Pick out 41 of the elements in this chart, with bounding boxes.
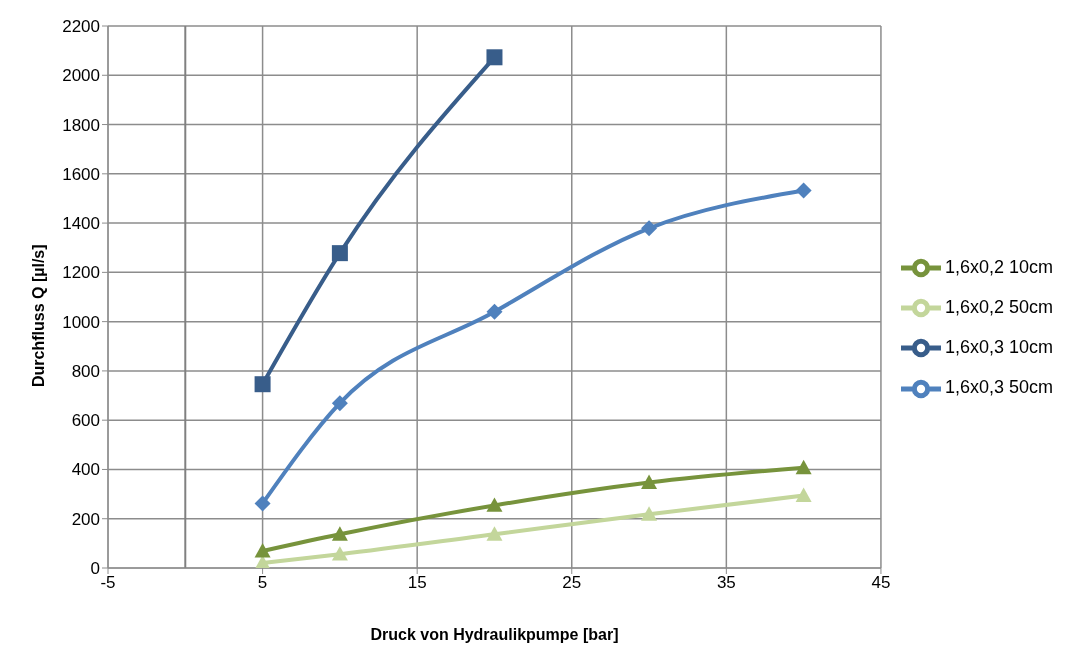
- point: [641, 506, 658, 521]
- x-tick-label: 35: [716, 573, 736, 593]
- point: [254, 376, 271, 393]
- legend-label: 1,6x0,3 10cm: [944, 337, 1053, 357]
- legend-label: 1,6x0,2 50cm: [944, 296, 1053, 317]
- y-tick-label: 1800: [62, 115, 100, 135]
- y-tick-label: 1600: [62, 164, 100, 184]
- x-tick-label: -5: [100, 573, 116, 593]
- point: [795, 459, 812, 475]
- x-tick-label: 45: [871, 573, 891, 593]
- x-tick-label: 5: [257, 573, 268, 593]
- y-tick-label: 1400: [62, 214, 100, 234]
- y-tick-label: 2200: [62, 17, 100, 37]
- point: [331, 245, 348, 262]
- y-tick-label: 2000: [62, 66, 100, 86]
- y-tick-label: 0: [90, 559, 100, 579]
- y-tick-label: 400: [71, 460, 100, 480]
- x-tick-label: 15: [407, 573, 427, 593]
- y-tick-label: 1200: [62, 263, 100, 283]
- point: [486, 303, 503, 320]
- y-tick-label: 200: [71, 509, 100, 529]
- x-axis-title: Druck von Hydraulikpumpe [bar]: [370, 626, 619, 643]
- point: [486, 49, 503, 66]
- point: [795, 487, 812, 502]
- point: [486, 526, 503, 541]
- point: [641, 220, 658, 237]
- y-tick-label: 600: [71, 411, 100, 431]
- point: [641, 474, 658, 489]
- point: [331, 526, 348, 541]
- point: [331, 546, 348, 561]
- y-axis-title: Durchfluss Q [µl/s]: [29, 244, 47, 387]
- y-tick-label: 800: [71, 361, 100, 381]
- x-tick-label: 25: [562, 573, 582, 593]
- point: [331, 395, 348, 412]
- point: [795, 182, 812, 199]
- y-tick-label: 1000: [62, 312, 100, 332]
- point: [486, 497, 503, 512]
- legend-label: 1,6x0,3 50cm: [944, 377, 1053, 398]
- point: [254, 495, 271, 512]
- point: [254, 543, 271, 558]
- legend-label: 1,6x0,2 10cm: [944, 256, 1053, 277]
